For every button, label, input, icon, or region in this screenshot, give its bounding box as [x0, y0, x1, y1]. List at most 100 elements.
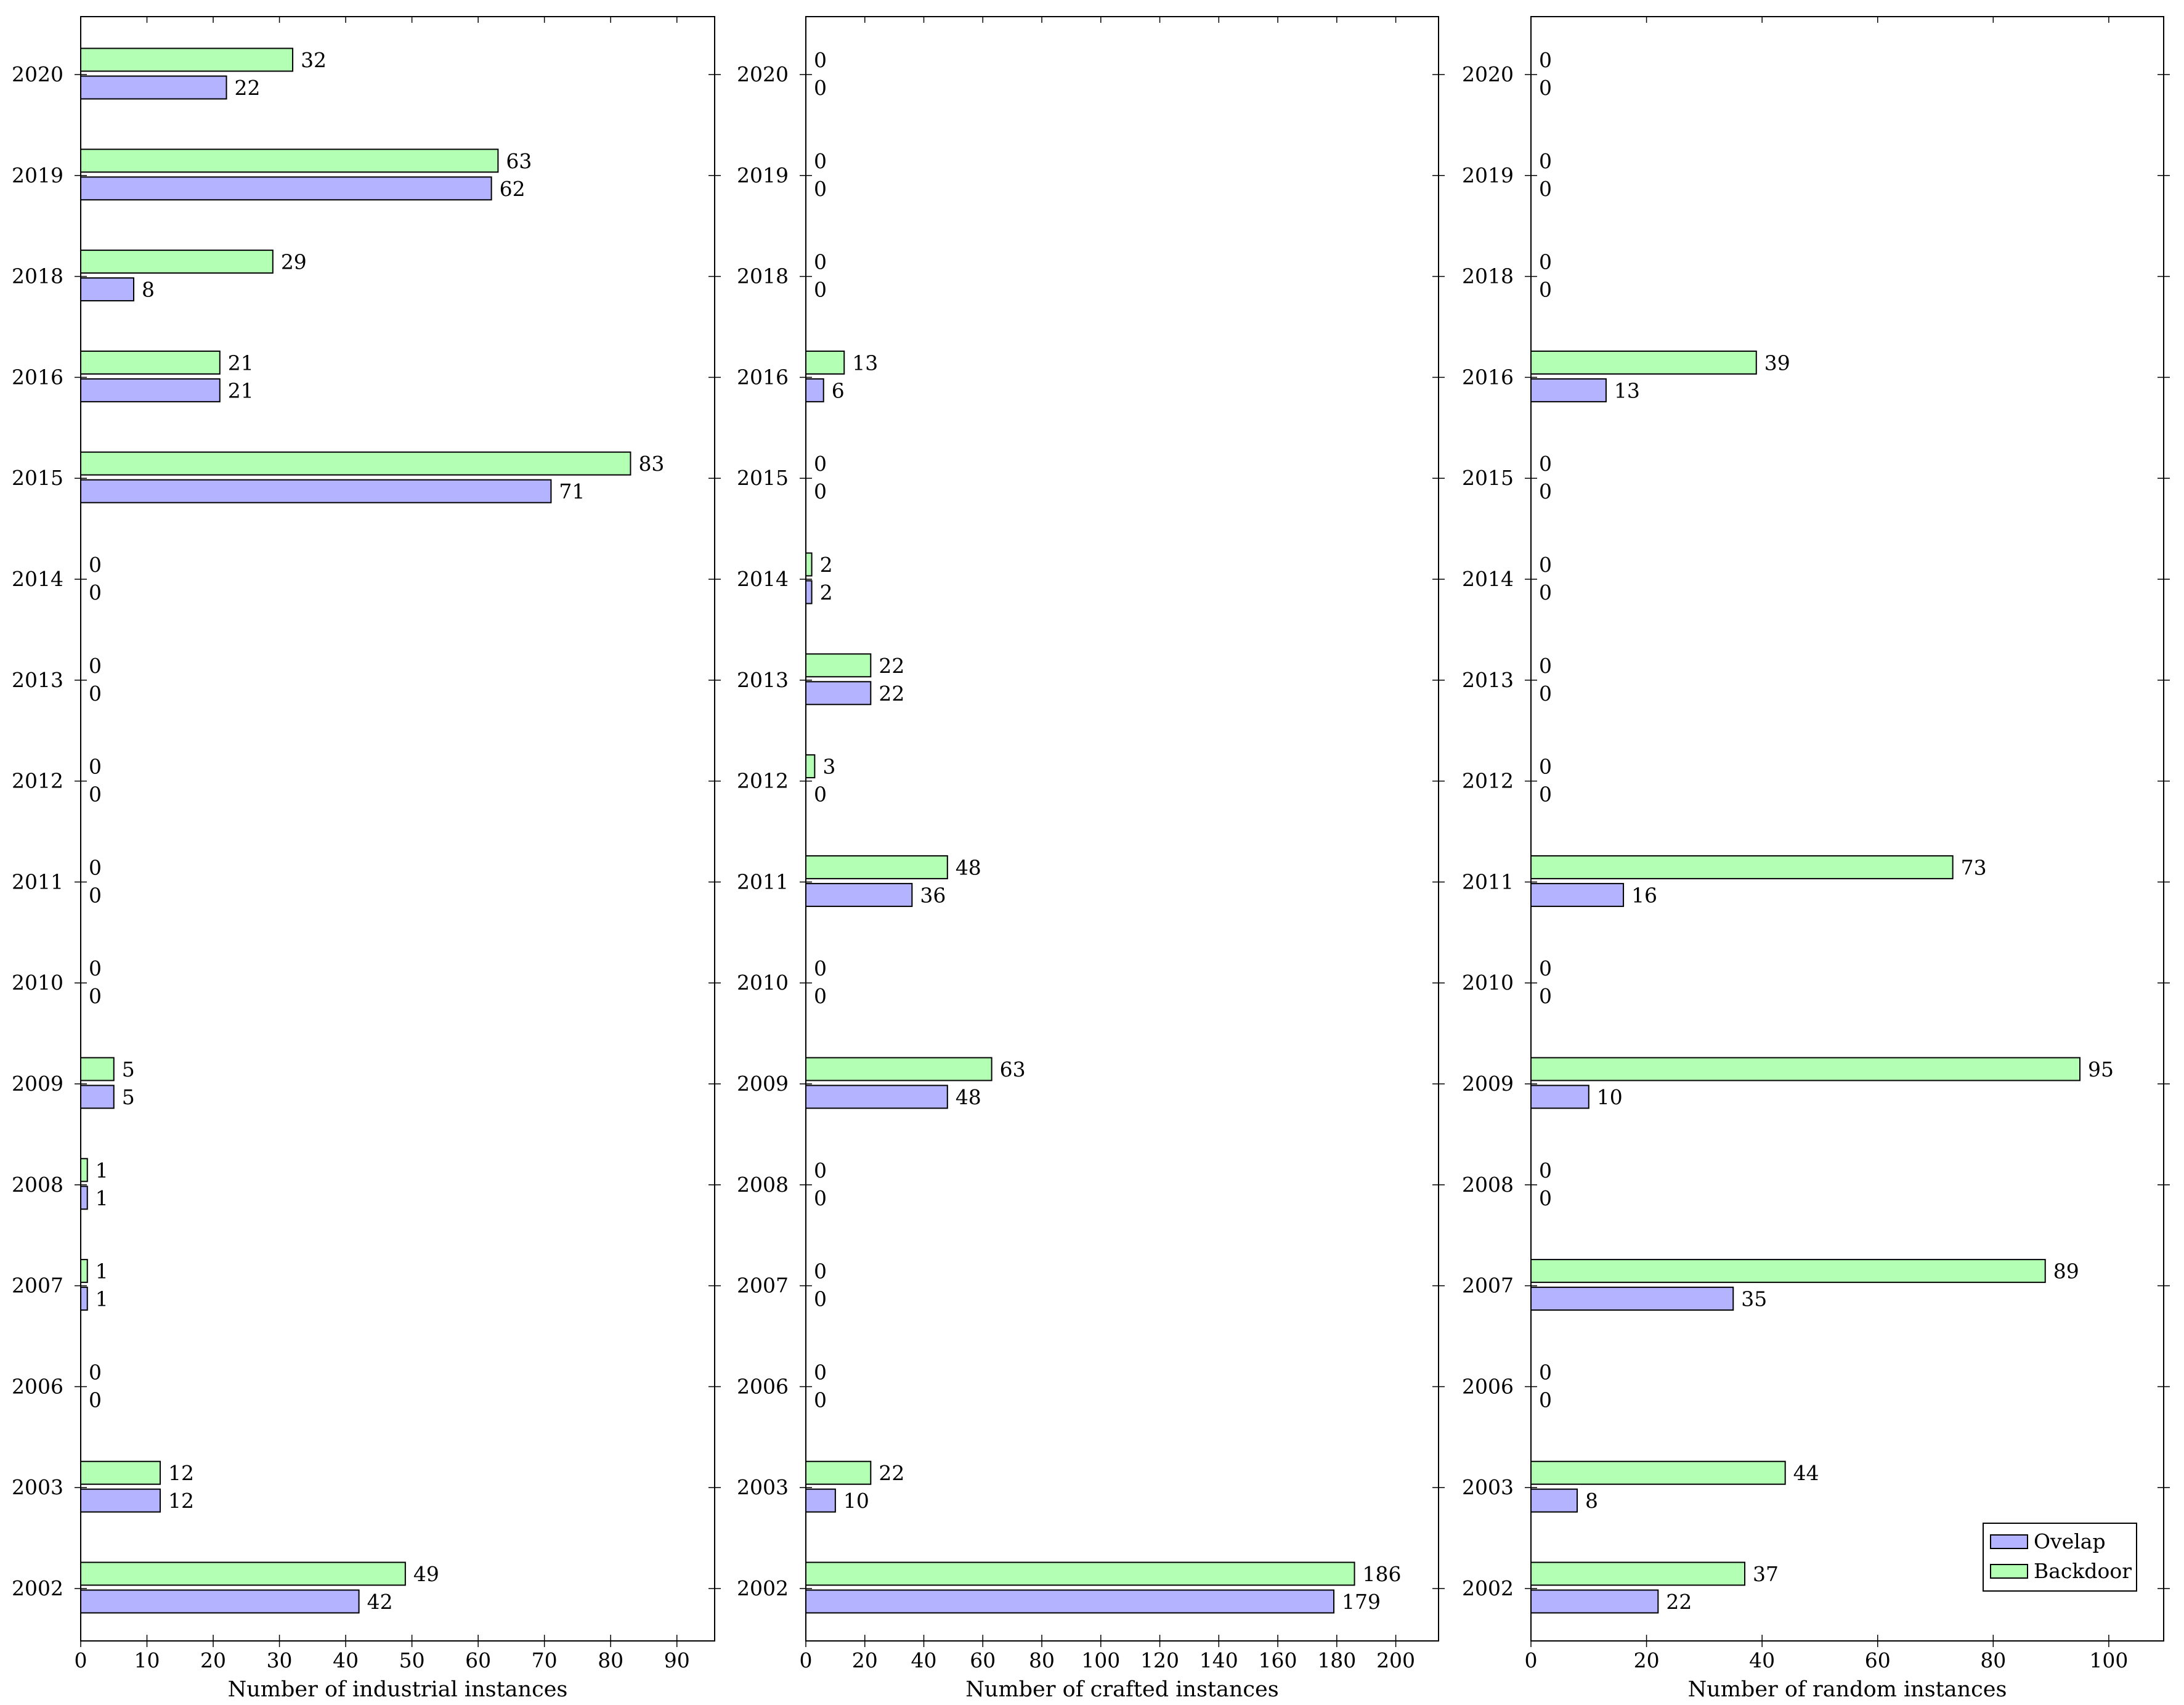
plot-frame — [1530, 16, 2164, 1642]
y-tick-label: 2014 — [12, 567, 63, 591]
backdoor-value-label: 0 — [89, 855, 102, 879]
x-tick-label: 80 — [1980, 1648, 2006, 1672]
backdoor-value-label: 39 — [1764, 351, 1790, 375]
backdoor-bar — [805, 855, 948, 879]
x-tick-label: 20 — [1634, 1648, 1660, 1672]
backdoor-value-label: 48 — [956, 855, 981, 879]
backdoor-bar — [1530, 855, 1954, 879]
ovelap-bar — [1530, 378, 1607, 402]
backdoor-value-label: 63 — [1000, 1057, 1026, 1081]
backdoor-value-label: 3 — [822, 755, 835, 779]
x-tick-label: 80 — [598, 1648, 623, 1672]
backdoor-value-label: 0 — [814, 250, 827, 274]
y-tick-label: 2020 — [12, 62, 63, 86]
backdoor-value-label: 12 — [168, 1461, 194, 1485]
ovelap-value-label: 10 — [1597, 1085, 1623, 1109]
backdoor-value-label: 95 — [2088, 1057, 2114, 1081]
backdoor-value-label: 83 — [638, 452, 664, 476]
x-tick-label: 120 — [1140, 1648, 1179, 1672]
y-tick-label: 2006 — [737, 1374, 789, 1398]
random-instances-chart: 2002200320062007200820092010201120122013… — [1462, 16, 2170, 1702]
x-axis-label: Number of industrial instances — [228, 1677, 568, 1702]
legend-label-ovelap: Ovelap — [2034, 1529, 2106, 1553]
ovelap-value-label: 0 — [814, 177, 827, 201]
y-tick-label: 2007 — [737, 1274, 789, 1298]
backdoor-value-label: 0 — [1539, 553, 1552, 577]
y-tick-label: 2006 — [12, 1374, 63, 1398]
ovelap-value-label: 10 — [843, 1489, 869, 1513]
y-tick-label: 2015 — [737, 466, 789, 490]
ovelap-value-label: 36 — [920, 883, 946, 907]
ovelap-bar — [1530, 1084, 1589, 1109]
y-tick-label: 2003 — [1462, 1475, 1514, 1499]
ovelap-bar — [80, 1186, 88, 1210]
ovelap-value-label: 6 — [832, 378, 845, 402]
backdoor-value-label: 0 — [89, 956, 102, 980]
backdoor-value-label: 22 — [879, 654, 904, 678]
y-tick-label: 2013 — [1462, 668, 1514, 692]
industrial-instances-chart: 2002200320062007200820092010201120122013… — [12, 16, 721, 1702]
ovelap-value-label: 0 — [89, 883, 102, 907]
y-tick-label: 2010 — [12, 971, 63, 995]
legend-label-backdoor: Backdoor — [2034, 1559, 2132, 1583]
legend: Ovelap Backdoor — [1983, 1523, 2137, 1592]
backdoor-bar — [80, 149, 499, 173]
y-tick-label: 2007 — [12, 1274, 63, 1298]
backdoor-value-label: 0 — [89, 755, 102, 779]
ovelap-value-label: 5 — [122, 1085, 135, 1109]
plot-frame — [805, 16, 1439, 1642]
y-tick-label: 2015 — [12, 466, 63, 490]
ovelap-value-label: 22 — [1666, 1590, 1692, 1614]
y-tick-label: 2014 — [737, 567, 789, 591]
backdoor-bar — [1530, 1057, 2081, 1081]
y-tick-label: 2019 — [12, 163, 63, 187]
backdoor-value-label: 89 — [2053, 1259, 2079, 1284]
backdoor-value-label: 0 — [1539, 1360, 1552, 1384]
ovelap-bar — [805, 1589, 1335, 1614]
ovelap-value-label: 13 — [1614, 378, 1640, 402]
ovelap-value-label: 0 — [89, 984, 102, 1008]
backdoor-value-label: 5 — [122, 1057, 135, 1081]
backdoor-value-label: 32 — [301, 48, 327, 72]
ovelap-value-label: 0 — [89, 682, 102, 706]
backdoor-bar — [80, 1057, 115, 1081]
ovelap-value-label: 0 — [814, 278, 827, 302]
ovelap-value-label: 22 — [879, 682, 904, 706]
ovelap-bar — [805, 1084, 948, 1109]
backdoor-bar — [80, 350, 221, 375]
y-tick-label: 2010 — [1462, 971, 1514, 995]
backdoor-bar — [805, 754, 816, 779]
y-tick-label: 2011 — [737, 869, 789, 893]
ovelap-value-label: 0 — [814, 984, 827, 1008]
y-tick-label: 2008 — [737, 1173, 789, 1197]
backdoor-value-label: 37 — [1753, 1562, 1779, 1586]
backdoor-bar — [1530, 1460, 1786, 1485]
backdoor-value-label: 0 — [1539, 452, 1552, 476]
x-tick-label: 40 — [911, 1648, 937, 1672]
ovelap-value-label: 21 — [228, 378, 254, 402]
ovelap-value-label: 0 — [1539, 783, 1552, 807]
backdoor-value-label: 0 — [814, 452, 827, 476]
backdoor-value-label: 1 — [95, 1259, 108, 1284]
ovelap-value-label: 0 — [1539, 278, 1552, 302]
ovelap-value-label: 1 — [95, 1287, 108, 1311]
y-tick-label: 2006 — [1462, 1374, 1514, 1398]
y-tick-label: 2009 — [737, 1072, 789, 1096]
backdoor-bar — [1530, 350, 1757, 375]
backdoor-value-label: 0 — [1539, 48, 1552, 72]
x-tick-label: 60 — [465, 1648, 491, 1672]
x-axis-label: Number of random instances — [1688, 1677, 2007, 1702]
y-tick-label: 2010 — [737, 971, 789, 995]
ovelap-value-label: 48 — [956, 1085, 981, 1109]
ovelap-bar — [805, 681, 872, 706]
y-tick-label: 2002 — [1462, 1576, 1514, 1600]
ovelap-value-label: 71 — [559, 479, 585, 503]
backdoor-bar — [805, 653, 872, 678]
ovelap-value-label: 0 — [814, 479, 827, 503]
ovelap-value-label: 2 — [820, 580, 833, 604]
ovelap-value-label: 35 — [1741, 1287, 1767, 1311]
ovelap-bar — [1530, 1287, 1734, 1311]
x-tick-label: 50 — [399, 1648, 425, 1672]
y-tick-label: 2007 — [1462, 1274, 1514, 1298]
